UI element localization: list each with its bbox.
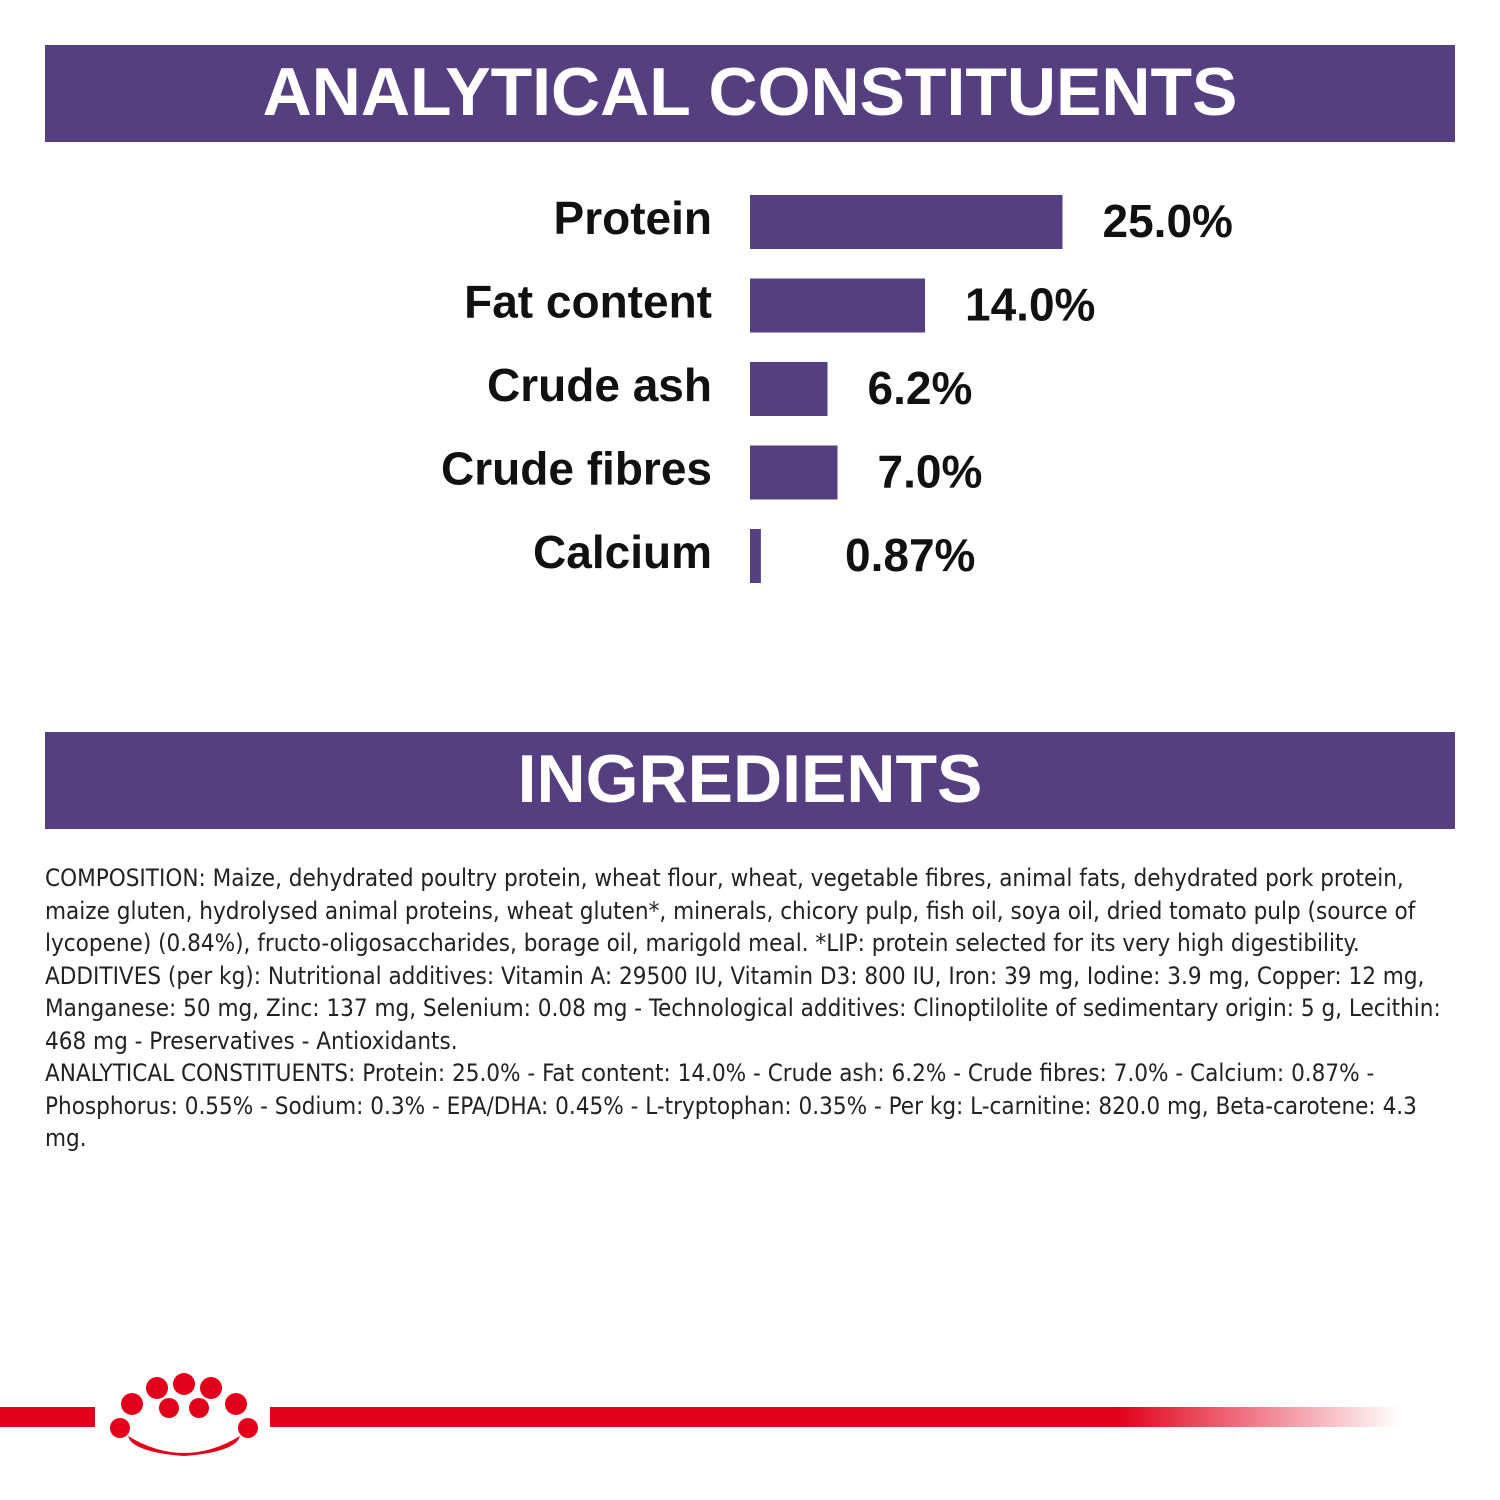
paragraph: COMPOSITION: Maize, dehydrated poultry p… — [45, 864, 1416, 957]
category-label: Calcium — [533, 526, 712, 578]
chart-title: ANALYTICAL CONSTITUENTS — [263, 54, 1238, 130]
category-label: Crude ash — [487, 359, 712, 411]
footer-line — [0, 1407, 95, 1427]
bar — [750, 445, 838, 500]
value-label: 6.2% — [868, 362, 973, 414]
category-label: Crude fibres — [441, 443, 712, 495]
category-label: Protein — [554, 192, 712, 244]
paragraph: ADDITIVES (per kg): Nutritional additive… — [45, 961, 1441, 1055]
paragraph: ANALYTICAL CONSTITUENTS: Protein: 25.0% … — [45, 1059, 1417, 1152]
bar — [750, 362, 828, 416]
header-band — [45, 732, 1455, 829]
category-label: Fat content — [464, 276, 712, 328]
value-label: 7.0% — [878, 446, 983, 498]
value-label: 0.87% — [845, 529, 975, 581]
value-label: 25.0% — [1103, 195, 1233, 247]
value-label: 14.0% — [965, 279, 1095, 331]
bar — [750, 529, 761, 583]
logo — [110, 1373, 258, 1456]
bar — [750, 195, 1063, 249]
bar — [750, 278, 925, 333]
ingredients-text: COMPOSITION: Maize, dehydrated poultry p… — [45, 862, 1455, 1155]
header-band — [45, 45, 1455, 142]
section-title: INGREDIENTS — [518, 741, 983, 817]
footer-line — [270, 1407, 1400, 1427]
